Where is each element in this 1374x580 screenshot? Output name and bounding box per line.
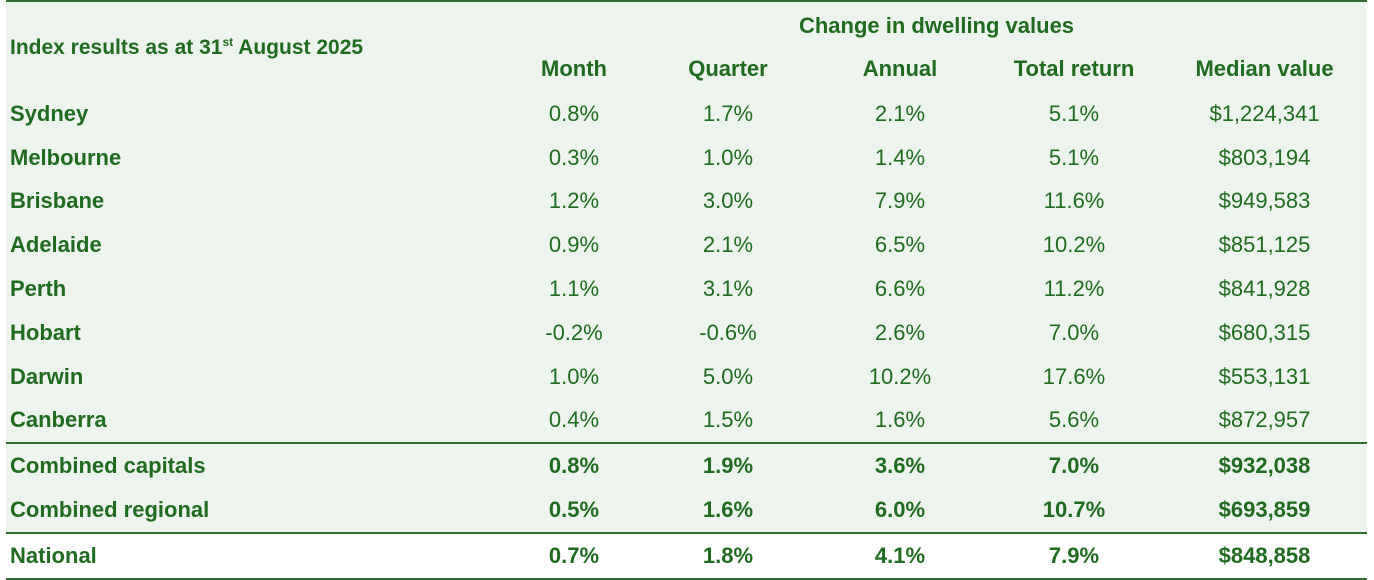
cell-total-return: 11.6% (986, 179, 1162, 224)
cell-total-return: 17.6% (986, 354, 1162, 399)
cell-median: $1,224,341 (1162, 92, 1368, 136)
row-label: Sydney (6, 92, 506, 136)
cell-month: 1.0% (506, 354, 642, 399)
table-row: Combined regional 0.5% 1.6% 6.0% 10.7% $693,8… (6, 488, 1368, 533)
header-row-top: Index results as at 31st August 2025 Cha… (6, 0, 1368, 92)
column-header-annual: Annual (814, 41, 986, 92)
dwelling-values-table: Index results as at 31st August 2025 Cha… (6, 0, 1368, 580)
table-row: Perth 1.1% 3.1% 6.6% 11.2% $841,928 (6, 267, 1368, 311)
cell-annual: 6.0% (814, 488, 986, 533)
cell-quarter: 1.0% (642, 135, 814, 180)
cell-total-return: 11.2% (986, 267, 1162, 311)
cell-month: 0.4% (506, 398, 642, 444)
cell-month: 1.1% (506, 267, 642, 311)
dwelling-values-table-container: Index results as at 31st August 2025 Cha… (6, 0, 1368, 580)
table-title: Index results as at 31st August 2025 (6, 0, 506, 92)
row-label: Combined regional (6, 488, 506, 533)
row-label: Canberra (6, 398, 506, 444)
column-header-median-value: Median value (1162, 41, 1368, 92)
cell-total-return: 7.0% (986, 310, 1162, 355)
cell-quarter: 1.7% (642, 92, 814, 136)
cell-median: $553,131 (1162, 354, 1368, 399)
cell-total-return: 5.1% (986, 135, 1162, 180)
cell-total-return: 7.0% (986, 442, 1162, 489)
cell-median: $932,038 (1162, 442, 1368, 489)
cell-month: 0.7% (506, 531, 642, 580)
table-row: Hobart -0.2% -0.6% 2.6% 7.0% $680,315 (6, 310, 1368, 355)
cell-total-return: 5.6% (986, 398, 1162, 444)
cell-total-return: 10.2% (986, 223, 1162, 268)
cell-month: 0.8% (506, 92, 642, 136)
cell-month: 0.9% (506, 223, 642, 268)
cell-quarter: 1.9% (642, 442, 814, 489)
cell-annual: 10.2% (814, 354, 986, 399)
cell-quarter: 1.6% (642, 488, 814, 533)
cell-month: 0.5% (506, 488, 642, 533)
cell-quarter: -0.6% (642, 310, 814, 355)
cell-annual: 7.9% (814, 179, 986, 224)
cell-quarter: 1.8% (642, 531, 814, 580)
table-row: Canberra 0.4% 1.5% 1.6% 5.6% $872,957 (6, 398, 1368, 444)
table-row: Brisbane 1.2% 3.0% 7.9% 11.6% $949,583 (6, 179, 1368, 224)
cell-annual: 6.5% (814, 223, 986, 268)
cell-quarter: 1.5% (642, 398, 814, 444)
table-row: Combined capitals 0.8% 1.9% 3.6% 7.0% $932,03… (6, 442, 1368, 489)
cell-annual: 1.6% (814, 398, 986, 444)
cell-annual: 2.1% (814, 92, 986, 136)
row-label: Darwin (6, 354, 506, 399)
table-row: Melbourne 0.3% 1.0% 1.4% 5.1% $803,194 (6, 135, 1368, 180)
cell-median: $841,928 (1162, 267, 1368, 311)
cell-quarter: 3.1% (642, 267, 814, 311)
cell-median: $693,859 (1162, 488, 1368, 533)
cell-quarter: 5.0% (642, 354, 814, 399)
row-label: Adelaide (6, 223, 506, 268)
column-header-total-return: Total return (986, 41, 1162, 92)
row-label: National (6, 531, 506, 580)
cell-month: 0.8% (506, 442, 642, 489)
header-row-columns: Month Quarter Annual Total return Median… (6, 41, 1368, 92)
cell-annual: 3.6% (814, 442, 986, 489)
cell-median: $851,125 (1162, 223, 1368, 268)
column-header-quarter: Quarter (642, 41, 814, 92)
table-body: Sydney 0.8% 1.7% 2.1% 5.1% $1,224,341 Melbourn… (6, 92, 1368, 580)
cell-month: 0.3% (506, 135, 642, 180)
cell-month: 1.2% (506, 179, 642, 224)
group-header-change-in-dwelling-values: Change in dwelling values (506, 0, 1368, 41)
cell-month: -0.2% (506, 310, 642, 355)
row-label: Melbourne (6, 135, 506, 180)
column-header-month: Month (506, 41, 642, 92)
cell-total-return: 10.7% (986, 488, 1162, 533)
cell-annual: 2.6% (814, 310, 986, 355)
cell-annual: 6.6% (814, 267, 986, 311)
table-row: Darwin 1.0% 5.0% 10.2% 17.6% $553,131 (6, 354, 1368, 399)
cell-quarter: 3.0% (642, 179, 814, 224)
cell-median: $680,315 (1162, 310, 1368, 355)
cell-total-return: 7.9% (986, 531, 1162, 580)
table-row: National 0.7% 1.8% 4.1% 7.9% $848,858 (6, 531, 1368, 580)
cell-annual: 1.4% (814, 135, 986, 180)
cell-total-return: 5.1% (986, 92, 1162, 136)
table-row: Adelaide 0.9% 2.1% 6.5% 10.2% $851,125 (6, 223, 1368, 268)
row-label: Combined capitals (6, 442, 506, 489)
cell-annual: 4.1% (814, 531, 986, 580)
cell-median: $949,583 (1162, 179, 1368, 224)
cell-median: $848,858 (1162, 531, 1368, 580)
row-label: Hobart (6, 310, 506, 355)
cell-median: $872,957 (1162, 398, 1368, 444)
cell-quarter: 2.1% (642, 223, 814, 268)
cell-median: $803,194 (1162, 135, 1368, 180)
row-label: Brisbane (6, 179, 506, 224)
row-label: Perth (6, 267, 506, 311)
table-row: Sydney 0.8% 1.7% 2.1% 5.1% $1,224,341 (6, 92, 1368, 136)
title-superscript: st (222, 34, 234, 49)
